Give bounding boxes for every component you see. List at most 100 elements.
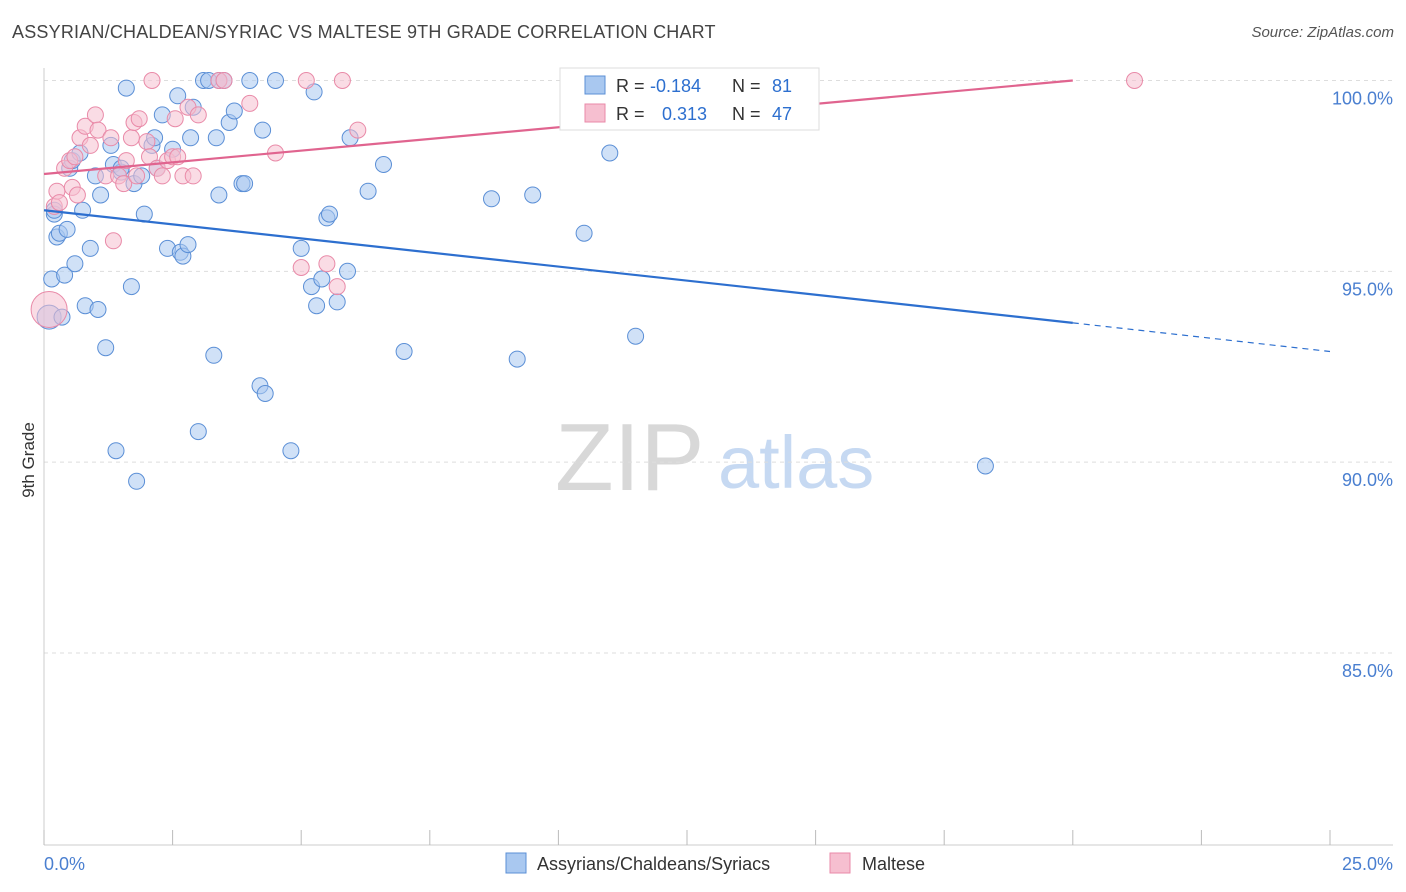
assyrian-point [179,236,197,254]
assyrian-point [308,297,326,315]
maltese-point [115,175,133,193]
maltese-point [86,106,104,124]
assyrian-point [339,262,356,280]
maltese-point [66,148,84,166]
maltese-point [349,121,367,139]
assyrian-point [321,205,338,223]
y-tick-label: 100.0% [1332,89,1393,109]
assyrian-point [92,186,110,204]
assyrian-point [313,270,331,288]
assyrian-point [627,327,645,345]
stats-legend: R = -0.184 N = 81 R = 0.313 N = 47 [559,67,820,131]
y-axis-label: 9th Grade [19,422,38,498]
assyrian-point [107,442,125,460]
assyrian-point [66,255,84,273]
legend-swatch-maltese [829,852,851,874]
legend-label-maltese: Maltese [862,854,925,874]
assyrian-point [205,346,223,364]
assyrian-point [483,190,500,208]
maltese-point [102,129,120,147]
x-tick-label: 0.0% [44,854,85,874]
maltese-point [117,152,135,170]
watermark: ZIP atlas [555,404,874,511]
assyrian-point [601,144,619,162]
maltese-point [189,106,207,124]
assyrian-point [81,239,99,257]
maltese-point [68,186,86,204]
maltese-point [128,167,146,185]
maltese-point [104,232,122,250]
maltese-trend-line [43,79,1073,176]
maltese-point [89,121,107,139]
y-tick-label: 90.0% [1342,470,1393,490]
legend-label-assyrians: Assyrians/Chaldeans/Syriacs [537,854,770,874]
chart-title: ASSYRIAN/CHALDEAN/SYRIAC VS MALTESE 9TH … [12,22,716,42]
stats-pink-swatch [584,103,606,123]
stats-pink-n-value: 47 [772,104,792,124]
points-layer [30,72,1143,490]
assyrian-point [236,175,254,193]
maltese-point [130,110,148,128]
chart-source: Source: ZipAtlas.com [1251,24,1394,41]
grid-layer [44,80,1393,654]
assyrian-point [395,343,413,360]
watermark-zip: ZIP [555,404,704,511]
stats-blue-swatch [584,75,606,95]
y-tick-label: 95.0% [1342,279,1393,299]
assyrian-point [117,79,135,97]
assyrian-point [56,266,74,284]
assyrian-point [976,457,994,475]
assyrian-point [169,87,187,105]
maltese-point [292,259,310,276]
assyrian-point [89,301,107,318]
maltese-point [138,133,156,151]
assyrian-point [508,350,526,368]
assyrian-point [359,182,377,200]
maltese-point [328,278,346,296]
assyrian-point [267,72,284,89]
maltese-point [215,72,233,89]
maltese-point [241,94,259,112]
assyrian-point [328,293,346,311]
stats-pink-r-value: 0.313 [662,104,707,124]
x-tick-label: 25.0% [1342,854,1393,874]
maltese-point [1126,72,1143,89]
assyrian-point [225,102,243,120]
maltese-point [297,72,315,89]
assyrian-point [375,156,392,173]
assyrian-point [122,278,140,296]
assyrian-point [128,472,146,490]
maltese-point [166,110,184,128]
maltese-point [333,72,351,89]
assyrian-point [207,129,225,147]
maltese-point [318,255,336,273]
assyrian-point [241,72,259,89]
y-tick-label: 85.0% [1342,661,1393,681]
assyrian-trend-extension [1072,322,1331,353]
assyrian-point [282,442,300,460]
maltese-point [143,72,161,89]
stats-blue-n-value: 81 [772,76,792,96]
legend-swatch-assyrians [505,852,527,874]
stats-blue-r-value: -0.184 [650,76,701,96]
stats-pink-n-label: N = [732,104,761,124]
maltese-point [122,129,140,147]
stats-pink-r-label: R = [616,104,645,124]
maltese-point [153,167,171,185]
assyrian-trend-line [43,209,1073,324]
assyrian-point [575,224,593,242]
assyrian-point [210,186,228,204]
assyrian-point [254,121,272,139]
axis-layer: 85.0% 90.0% 95.0% 100.0% 0.0% 25.0% [43,68,1393,874]
maltese-point [184,167,202,185]
maltese-point [30,291,68,328]
maltese-point [50,194,68,212]
assyrian-point [256,385,274,402]
stats-blue-r-label: R = [616,76,645,96]
assyrian-point [58,220,76,238]
assyrian-point [97,339,115,357]
assyrian-point [189,423,207,441]
assyrian-point [524,186,542,204]
